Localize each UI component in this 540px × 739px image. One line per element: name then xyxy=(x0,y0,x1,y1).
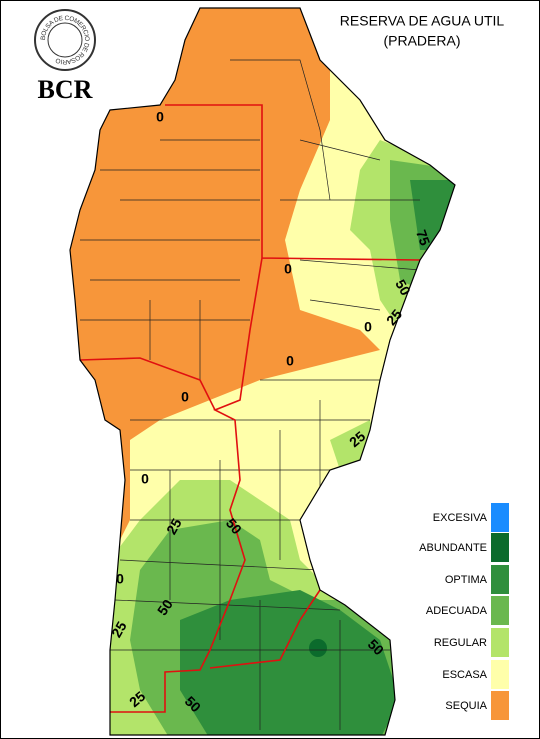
contour-label: 0 xyxy=(141,471,149,487)
logo-abbr: BCR xyxy=(38,75,93,104)
legend-swatch xyxy=(491,596,509,625)
legend-label: REGULAR xyxy=(434,637,487,649)
logo: BOLSA DE COMERCIO DE ROSARIO BCR xyxy=(34,9,96,104)
contour-label: 0 xyxy=(364,319,372,335)
legend-label: SEQUIA xyxy=(445,700,487,712)
contour-label: 75 xyxy=(413,228,433,248)
zone-adecuada xyxy=(130,160,455,735)
contour-label: 50 xyxy=(392,277,414,299)
legend-label: ADECUADA xyxy=(426,605,488,617)
contour-label: 0 xyxy=(284,261,292,277)
contour-label: 0 xyxy=(286,353,294,369)
logo-ring xyxy=(34,9,96,71)
legend-swatch xyxy=(491,691,509,720)
province-borders xyxy=(79,104,421,713)
zone-abundante xyxy=(309,639,327,657)
contour-label: 0 xyxy=(181,389,189,405)
legend-label: ABUNDANTE xyxy=(419,542,487,554)
legend-swatch xyxy=(491,660,509,689)
map-subtitle: (PRADERA) xyxy=(383,33,460,49)
legend-swatch xyxy=(491,628,509,657)
zone-optima xyxy=(180,180,455,735)
map-title: RESERVA DE AGUA UTIL xyxy=(340,13,505,29)
legend-label: EXCESIVA xyxy=(433,512,488,524)
legend-swatch xyxy=(491,503,509,532)
legend-swatch xyxy=(491,565,509,594)
contour-label: 0 xyxy=(116,571,124,587)
contour-label: 0 xyxy=(156,109,164,125)
legend-label: ESCASA xyxy=(442,669,487,681)
legend-label: OPTIMA xyxy=(445,574,488,586)
legend-swatch xyxy=(491,533,509,562)
logo-inner xyxy=(47,22,83,58)
department-lines xyxy=(80,59,421,730)
legend: EXCESIVA ABUNDANTE OPTIMA ADECUADA REGULAR ES… xyxy=(419,503,509,720)
contour-label: 25 xyxy=(163,515,185,537)
contour-label: 25 xyxy=(108,618,130,640)
